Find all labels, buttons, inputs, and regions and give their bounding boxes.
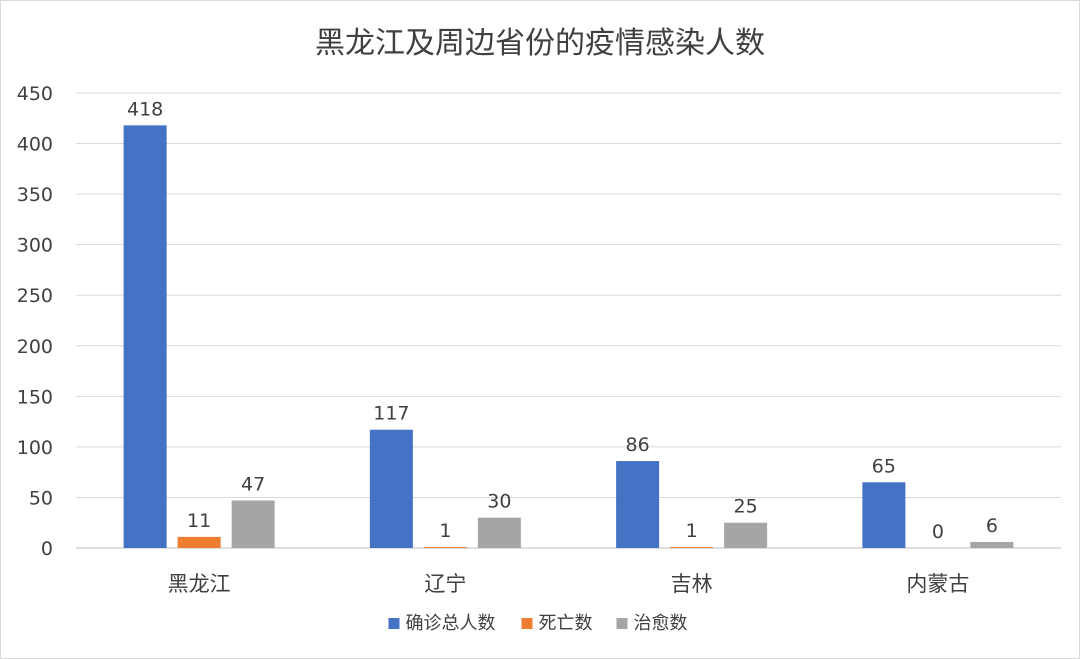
- y-axis-ticks: 0 50 100 150 200 250 300 350 400 450: [17, 83, 53, 560]
- data-label: 1: [686, 520, 698, 542]
- data-label: 6: [986, 515, 998, 537]
- y-tick-label: 150: [17, 386, 53, 408]
- legend-swatch: [616, 618, 628, 629]
- x-category-label: 黑龙江: [168, 572, 231, 596]
- data-label: 25: [734, 496, 758, 518]
- x-category-label: 吉林: [671, 572, 713, 596]
- y-tick-label: 300: [17, 235, 53, 257]
- data-labels: 418 11 47 117 1 30 86 1 25 65 0 6: [127, 98, 998, 543]
- legend-entry: 死亡数: [539, 613, 593, 634]
- data-label: 30: [487, 491, 511, 513]
- bar-内蒙古-治愈数: [970, 541, 1014, 548]
- bars: [123, 125, 1014, 548]
- bar-黑龙江-确诊总人数: [123, 125, 167, 548]
- data-label: 65: [872, 455, 896, 477]
- y-tick-label: 50: [29, 487, 53, 509]
- y-tick-label: 450: [17, 83, 53, 105]
- y-tick-label: 0: [41, 538, 53, 560]
- data-label: 117: [373, 403, 409, 425]
- bar-辽宁-治愈数: [477, 517, 521, 548]
- data-label: 86: [626, 434, 650, 456]
- bar-内蒙古-确诊总人数: [862, 482, 906, 548]
- legend-entry: 治愈数: [634, 613, 688, 634]
- data-label: 11: [187, 510, 211, 532]
- data-label: 47: [241, 473, 265, 495]
- bar-黑龙江-死亡数: [177, 536, 221, 548]
- bar-吉林-确诊总人数: [616, 461, 660, 548]
- bar-辽宁-死亡数: [423, 546, 467, 548]
- bar-辽宁-确诊总人数: [369, 429, 413, 548]
- legend-swatch: [388, 618, 400, 629]
- y-tick-label: 350: [17, 184, 53, 206]
- legend-entry: 确诊总人数: [406, 613, 496, 634]
- bar-吉林-死亡数: [670, 546, 714, 548]
- gridlines: [76, 92, 1061, 549]
- x-category-label: 辽宁: [424, 572, 466, 596]
- y-tick-label: 200: [17, 336, 53, 358]
- y-tick-label: 250: [17, 285, 53, 307]
- x-category-label: 内蒙古: [906, 572, 969, 596]
- data-label: 0: [932, 521, 944, 543]
- bar-吉林-治愈数: [724, 522, 768, 548]
- bar-黑龙江-治愈数: [231, 500, 275, 548]
- legend-swatch: [521, 618, 533, 629]
- chart-title: 黑龙江及周边省份的疫情感染人数: [315, 26, 765, 61]
- y-tick-label: 100: [17, 437, 53, 459]
- data-label: 418: [127, 98, 163, 120]
- y-tick-label: 400: [17, 134, 53, 156]
- x-axis-categories: 黑龙江 辽宁 吉林 内蒙古: [168, 572, 970, 596]
- legend: 确诊总人数 死亡数 治愈数: [388, 613, 688, 634]
- data-label: 1: [439, 520, 451, 542]
